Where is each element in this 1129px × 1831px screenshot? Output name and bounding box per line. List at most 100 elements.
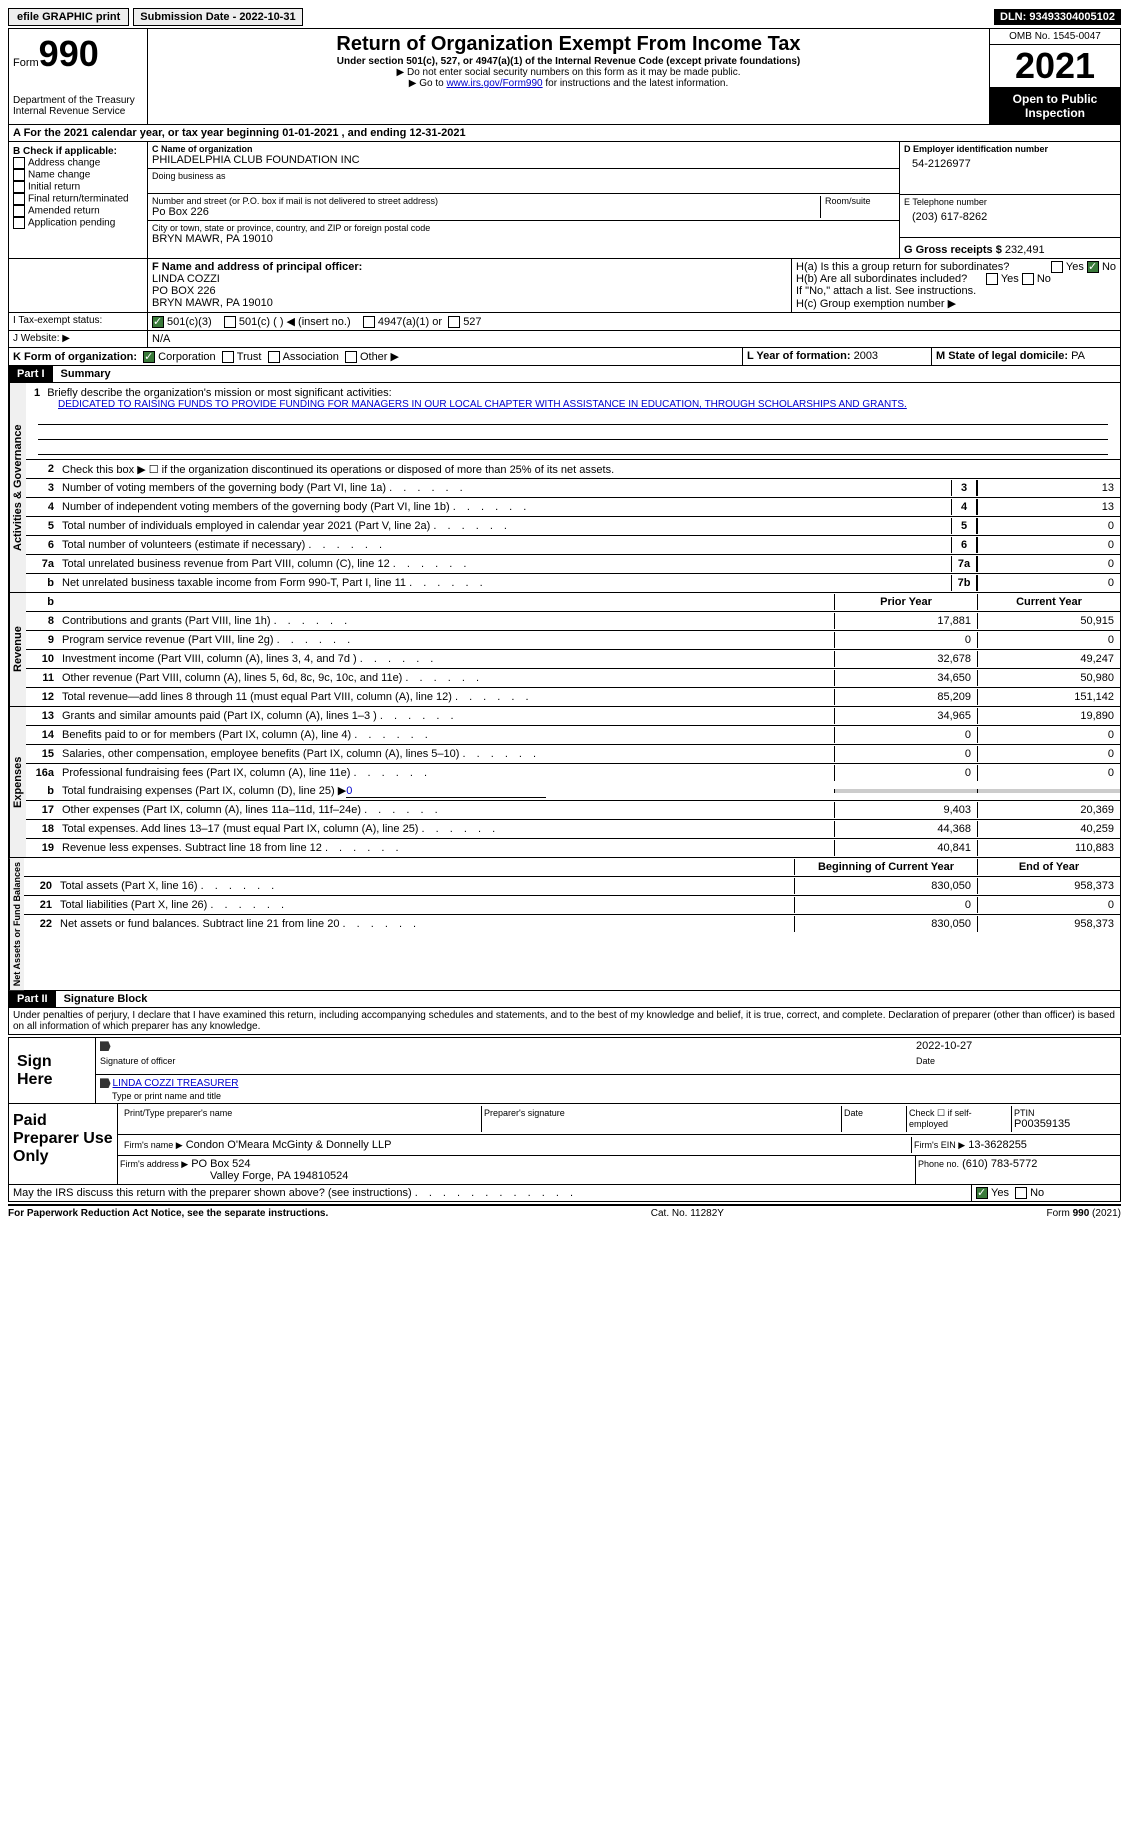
527[interactable]: 527 [463, 316, 481, 328]
page-footer: For Paperwork Reduction Act Notice, see … [8, 1204, 1121, 1219]
sig-officer-label: Signature of officer [100, 1056, 916, 1072]
tax-status-row: I Tax-exempt status: 501(c)(3) 501(c) ( … [8, 313, 1121, 331]
ptin-label: PTIN [1014, 1108, 1114, 1118]
dln: DLN: 93493304005102 [994, 9, 1121, 25]
subordinates-q: H(b) Are all subordinates included? Yes … [796, 273, 1116, 285]
part2-header: Part IISignature Block [8, 991, 1121, 1008]
signature-declaration: Under penalties of perjury, I declare th… [8, 1008, 1121, 1035]
officer-city: BRYN MAWR, PA 19010 [152, 297, 787, 309]
gross-receipts-value: 232,491 [1005, 244, 1045, 256]
501c3[interactable]: 501(c)(3) [167, 316, 212, 328]
mission-question: Briefly describe the organization's miss… [47, 387, 391, 399]
org-name-label: C Name of organization [152, 144, 895, 154]
cb-address-change[interactable]: Address change [28, 158, 100, 169]
phone-label: E Telephone number [904, 197, 1116, 207]
street-label: Number and street (or P.O. box if mail i… [152, 196, 816, 206]
line2-text: Check this box ▶ ☐ if the organization d… [58, 463, 1120, 476]
other-cb[interactable]: Other ▶ [360, 351, 399, 363]
group-exemption: H(c) Group exemption number ▶ [796, 297, 1116, 310]
officer-label: F Name and address of principal officer: [152, 261, 787, 273]
irs-link[interactable]: www.irs.gov/Form990 [446, 78, 542, 89]
preparer-name-label: Print/Type preparer's name [122, 1106, 482, 1132]
form-subtitle: Under section 501(c), 527, or 4947(a)(1)… [152, 56, 985, 67]
cb-final-return[interactable]: Final return/terminated [28, 194, 129, 205]
mission-text: DEDICATED TO RAISING FUNDS TO PROVIDE FU… [30, 399, 1116, 410]
activities-governance-section: Activities & Governance 1 Briefly descri… [8, 383, 1121, 593]
attach-list-note: If "No," attach a list. See instructions… [796, 285, 1116, 297]
revenue-section: Revenue b Prior Year Current Year 8Contr… [8, 593, 1121, 707]
part1-header: Part ISummary [8, 366, 1121, 383]
form-title: Return of Organization Exempt From Incom… [152, 33, 985, 56]
cb-name-change[interactable]: Name change [28, 170, 90, 181]
submission-date: Submission Date - 2022-10-31 [133, 8, 302, 26]
officer-row: F Name and address of principal officer:… [8, 259, 1121, 313]
room-label: Room/suite [825, 196, 895, 206]
website-row: J Website: ▶ N/A [8, 331, 1121, 348]
street-address: Po Box 226 [152, 206, 816, 218]
tax-year: 2021 [990, 45, 1120, 88]
top-bar: efile GRAPHIC print Submission Date - 20… [8, 8, 1121, 26]
irs-label: Internal Revenue Service [13, 106, 143, 117]
name-title-label: Type or print name and title [96, 1091, 1120, 1103]
preparer-date-label: Date [842, 1106, 907, 1132]
balances-section: Net Assets or Fund Balances Beginning of… [8, 858, 1121, 991]
4947a1[interactable]: 4947(a)(1) or [378, 316, 442, 328]
form-org-label: K Form of organization: [13, 351, 137, 363]
discuss-row: May the IRS discuss this return with the… [8, 1185, 1121, 1202]
preparer-sig-label: Preparer's signature [482, 1106, 842, 1132]
501c[interactable]: 501(c) ( ) ◀ (insert no.) [239, 316, 351, 328]
goto-line: ▶ Go to www.irs.gov/Form990 for instruct… [152, 78, 985, 89]
expenses-section: Expenses 13Grants and similar amounts pa… [8, 707, 1121, 858]
vert-governance: Activities & Governance [9, 383, 26, 592]
ptin-value: P00359135 [1014, 1118, 1114, 1130]
ein-label: D Employer identification number [904, 144, 1116, 154]
sign-here-label: Sign Here [9, 1038, 96, 1103]
entity-section: B Check if applicable: Address change Na… [8, 142, 1121, 259]
firm-address1: PO Box 524 [191, 1158, 250, 1170]
paid-preparer-label: Paid Preparer Use Only [9, 1104, 118, 1184]
firm-name: Condon O'Meara McGinty & Donnelly LLP [186, 1139, 392, 1151]
ein-value: 54-2126977 [904, 154, 1116, 170]
paid-preparer-section: Paid Preparer Use Only Print/Type prepar… [8, 1104, 1121, 1185]
org-form-row: K Form of organization: Corporation Trus… [8, 348, 1121, 366]
year-formation: 2003 [854, 350, 878, 362]
form-header: Form990 Department of the Treasury Inter… [8, 28, 1121, 125]
phone-value: (203) 617-8262 [904, 207, 1116, 223]
vert-expenses: Expenses [9, 707, 26, 857]
gross-receipts-label: G Gross receipts $ [904, 244, 1002, 256]
fundraising-exp-value: 0 [346, 785, 546, 798]
signer-name: LINDA COZZI TREASURER [113, 1078, 239, 1089]
sig-date-label: Date [916, 1056, 1116, 1072]
cb-application-pending[interactable]: Application pending [28, 218, 115, 229]
city-state-zip: BRYN MAWR, PA 19010 [152, 233, 895, 245]
trust-cb[interactable]: Trust [237, 351, 262, 363]
period-line: A For the 2021 calendar year, or tax yea… [8, 125, 1121, 142]
current-year-header: Current Year [977, 594, 1120, 610]
sig-date-value: 2022-10-27 [912, 1038, 1120, 1054]
ssn-warning: ▶ Do not enter social security numbers o… [152, 67, 985, 78]
paperwork-notice: For Paperwork Reduction Act Notice, see … [8, 1208, 328, 1219]
form-number: 990 [39, 33, 99, 74]
officer-street: PO BOX 226 [152, 285, 787, 297]
firm-phone: (610) 783-5772 [962, 1158, 1037, 1170]
website-label: J Website: ▶ [9, 331, 148, 347]
form-page: Form 990 (2021) [1046, 1208, 1121, 1219]
cat-no: Cat. No. 11282Y [651, 1208, 724, 1219]
box-b-label: B Check if applicable: [13, 146, 143, 157]
form-label: Form [13, 57, 39, 69]
efile-print-button[interactable]: efile GRAPHIC print [8, 8, 129, 26]
dba-label: Doing business as [152, 171, 895, 181]
prior-year-header: Prior Year [834, 594, 977, 610]
group-return-q: H(a) Is this a group return for subordin… [796, 261, 1116, 273]
cb-amended-return[interactable]: Amended return [28, 206, 100, 217]
corp-cb[interactable]: Corporation [158, 351, 215, 363]
firm-address2: Valley Forge, PA 194810524 [120, 1170, 348, 1182]
org-name: PHILADELPHIA CLUB FOUNDATION INC [152, 154, 895, 166]
assoc-cb[interactable]: Association [283, 351, 339, 363]
begin-year-header: Beginning of Current Year [794, 859, 977, 875]
cb-initial-return[interactable]: Initial return [28, 182, 80, 193]
tax-exempt-label: I Tax-exempt status: [9, 313, 148, 330]
website-value: N/A [148, 331, 1120, 347]
open-to-public: Open to Public Inspection [990, 88, 1120, 124]
city-label: City or town, state or province, country… [152, 223, 895, 233]
